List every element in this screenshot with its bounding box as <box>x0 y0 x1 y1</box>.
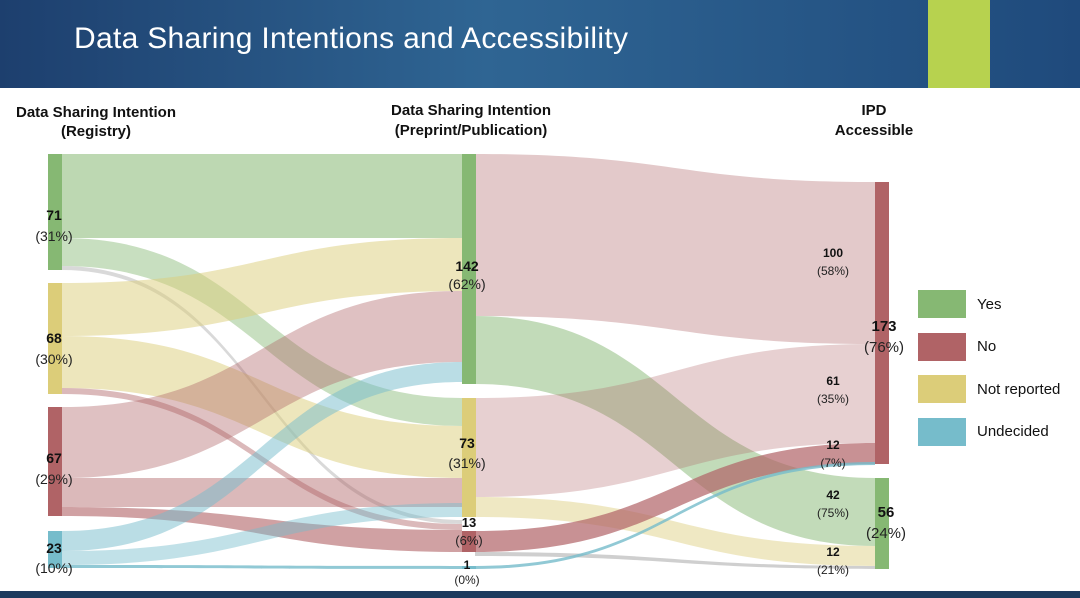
col-heading-registry-line1: Data Sharing Intention <box>16 104 176 121</box>
node-ipd-yes <box>875 478 889 569</box>
sankey-nodes <box>48 154 889 569</box>
node-pub-no-pct: (6%) <box>455 533 482 548</box>
flow-nr-yes-value: 12 <box>826 545 840 559</box>
flow-reg-no-to-pub-nr <box>62 478 462 507</box>
node-pub-nr-value: 73 <box>459 435 475 451</box>
legend-swatch-no <box>918 332 966 361</box>
flow-no-no-value: 12 <box>826 438 840 452</box>
flow-nr-yes-pct: (21%) <box>817 563 849 577</box>
flow-reg-nr-to-pub-yes <box>62 238 462 336</box>
flow-reg-und-to-pub-yes <box>62 362 462 551</box>
flow-reg-nr-to-pub-nr <box>62 336 462 478</box>
legend-label-undecided: Undecided <box>977 423 1049 441</box>
node-pub-nr <box>462 398 476 517</box>
sankey-diagram: Data Sharing Intention (Registry) Data S… <box>16 102 913 587</box>
flow-yes-no-value: 100 <box>823 246 843 260</box>
accent-block <box>928 0 990 88</box>
flow-pub-no-to-ipd-no <box>475 443 875 552</box>
flow-nr-no-pct: (35%) <box>817 392 849 406</box>
node-ipd-no-value: 173 <box>871 318 896 335</box>
node-reg-nr-pct: (30%) <box>35 351 72 367</box>
flow-yes-yes-value: 42 <box>826 488 840 502</box>
slide-header: Data Sharing Intentions and Accessibilit… <box>0 0 1080 88</box>
node-reg-yes-pct: (31%) <box>35 228 72 244</box>
flow-pub-nr-to-ipd-no <box>475 344 875 497</box>
node-reg-yes-value: 71 <box>46 207 62 223</box>
legend-item-no: No <box>918 326 1060 369</box>
flow-pub-nr-to-ipd-yes <box>475 497 875 566</box>
node-reg-nr-value: 68 <box>46 330 62 346</box>
node-reg-und <box>48 531 62 568</box>
node-ipd-no <box>875 182 889 464</box>
node-pub-und-value: 1 <box>464 558 471 572</box>
col-heading-publication-line1: Data Sharing Intention <box>391 102 551 119</box>
node-pub-no <box>462 531 476 552</box>
col-heading-ipd-line2: Accessible <box>835 122 913 139</box>
flow-pub-yes-to-ipd-yes <box>475 316 875 546</box>
col-heading-registry-line2: (Registry) <box>61 123 131 140</box>
node-pub-und-pct: (0%) <box>454 573 479 587</box>
col-heading-ipd-line1: IPD <box>861 102 886 119</box>
flow-yes-yes-pct: (75%) <box>817 506 849 520</box>
node-reg-und-value: 23 <box>46 540 62 556</box>
node-pub-und <box>462 566 476 569</box>
flow-reg-yes-to-pub-yes <box>62 154 462 238</box>
flow-yes-no-pct: (58%) <box>817 264 849 278</box>
node-reg-und-pct: (10%) <box>35 560 72 576</box>
legend: Yes No Not reported Undecided <box>918 283 1060 453</box>
node-reg-nr <box>48 283 62 394</box>
footer-bar <box>0 591 1080 598</box>
node-pub-yes <box>462 154 476 384</box>
node-ipd-yes-value: 56 <box>878 504 895 521</box>
legend-label-yes: Yes <box>977 295 1002 313</box>
flow-reg-und-to-pub-nr <box>62 503 462 565</box>
legend-label-no: No <box>977 338 997 356</box>
flow-reg-und-to-pub-und <box>62 565 462 569</box>
legend-swatch-undecided <box>918 417 966 446</box>
legend-item-undecided: Undecided <box>918 411 1060 454</box>
node-pub-yes-value: 142 <box>455 258 479 274</box>
legend-swatch-not-reported <box>918 375 966 404</box>
node-reg-no-pct: (29%) <box>35 471 72 487</box>
legend-item-yes: Yes <box>918 283 1060 326</box>
node-reg-no <box>48 407 62 516</box>
sankey-flows <box>62 154 875 569</box>
node-pub-yes-pct: (62%) <box>448 276 485 292</box>
flow-pub-und-to-ipd-no <box>475 462 875 569</box>
col-heading-publication-line2: (Preprint/Publication) <box>395 122 548 139</box>
flow-nr-no-value: 61 <box>826 374 840 388</box>
node-reg-no-value: 67 <box>46 450 62 466</box>
flow-reg-yes-to-pub-nr <box>62 238 462 426</box>
node-pub-no-value: 13 <box>462 515 476 530</box>
flow-pub-yes-to-ipd-no <box>475 154 875 344</box>
legend-swatch-yes <box>918 290 966 319</box>
node-reg-yes <box>48 154 62 270</box>
node-ipd-no-pct: (76%) <box>864 339 904 356</box>
legend-item-not-reported: Not reported <box>918 368 1060 411</box>
flow-reg-no-to-pub-yes <box>62 291 462 478</box>
node-pub-nr-pct: (31%) <box>448 455 485 471</box>
legend-label-not-reported: Not reported <box>977 380 1061 398</box>
node-ipd-yes-pct: (24%) <box>866 525 906 542</box>
slide-title: Data Sharing Intentions and Accessibilit… <box>74 22 629 55</box>
flow-no-no-pct: (7%) <box>820 456 845 470</box>
